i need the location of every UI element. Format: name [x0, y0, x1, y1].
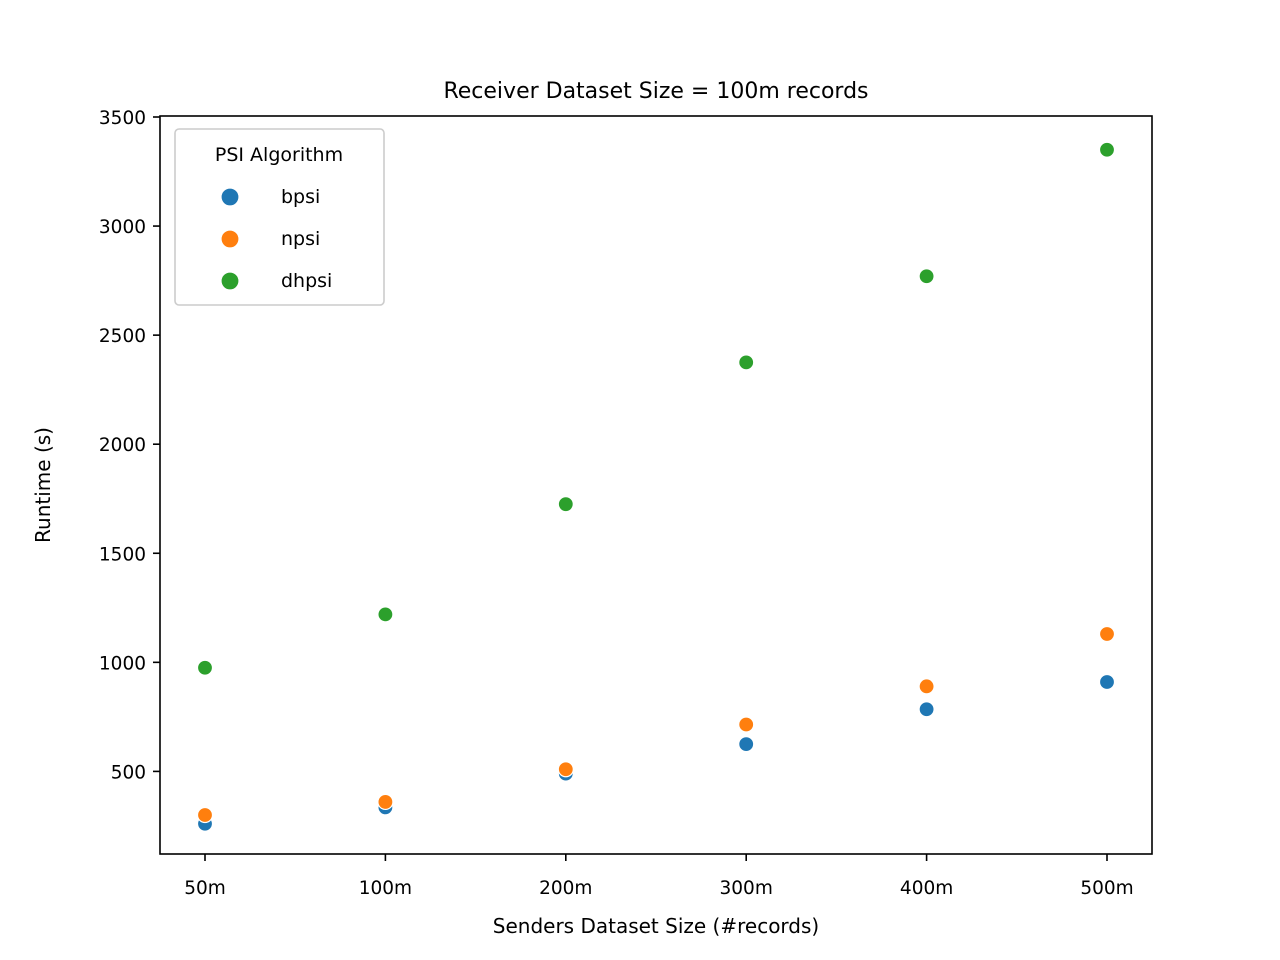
x-axis: 50m 100m 200m 300m 400m 500m	[184, 854, 1134, 899]
y-tick-label: 3500	[99, 108, 146, 129]
data-point-dhpsi	[1098, 141, 1116, 158]
legend-label-dhpsi: dhpsi	[281, 270, 332, 292]
legend-marker-npsi	[220, 229, 240, 249]
data-point-npsi	[196, 806, 214, 824]
data-point-bpsi	[918, 701, 935, 718]
data-point-bpsi	[1098, 673, 1116, 691]
axes-frame	[159, 115, 1153, 855]
data-point-npsi	[918, 678, 935, 695]
series-npsi	[196, 625, 1116, 824]
y-tick-label: 2500	[99, 326, 146, 347]
series-bpsi	[196, 673, 1116, 832]
y-tick-label: 1000	[99, 653, 146, 674]
data-point-npsi	[1098, 625, 1116, 643]
y-axis: 500 1000 1500 2000 2500 3000 3500	[99, 108, 160, 783]
legend-box	[174, 128, 385, 306]
data-point-bpsi	[738, 736, 755, 753]
legend-marker-dhpsi	[220, 271, 240, 291]
data-point-dhpsi	[918, 268, 935, 285]
legend-marker-bpsi	[220, 187, 240, 207]
x-axis-label: Senders Dataset Size (#records)	[493, 914, 819, 938]
legend-title: PSI Algorithm	[215, 144, 343, 166]
x-tick-label: 50m	[184, 878, 226, 899]
data-point-dhpsi	[196, 659, 214, 676]
data-point-npsi	[377, 793, 394, 811]
legend: PSI Algorithm bpsi npsi dhpsi	[174, 128, 385, 306]
chart-title: Receiver Dataset Size = 100m records	[443, 79, 868, 104]
y-tick-label: 3000	[99, 217, 146, 238]
plot-area	[196, 141, 1116, 832]
y-axis-label: Runtime (s)	[31, 427, 55, 543]
x-tick-label: 200m	[539, 878, 592, 899]
y-tick-label: 1500	[99, 544, 146, 565]
y-tick-label: 500	[111, 762, 146, 783]
x-tick-label: 400m	[900, 878, 953, 899]
data-point-dhpsi	[738, 354, 755, 371]
data-point-npsi	[738, 716, 755, 733]
y-tick-label: 2000	[99, 435, 146, 456]
legend-label-npsi: npsi	[281, 228, 320, 250]
x-tick-label: 500m	[1080, 878, 1133, 899]
series-dhpsi	[196, 141, 1116, 676]
data-point-dhpsi	[557, 496, 574, 513]
data-point-dhpsi	[377, 606, 394, 623]
data-point-npsi	[557, 761, 574, 778]
x-tick-label: 300m	[720, 878, 773, 899]
x-tick-label: 100m	[359, 878, 412, 899]
legend-label-bpsi: bpsi	[281, 186, 320, 208]
